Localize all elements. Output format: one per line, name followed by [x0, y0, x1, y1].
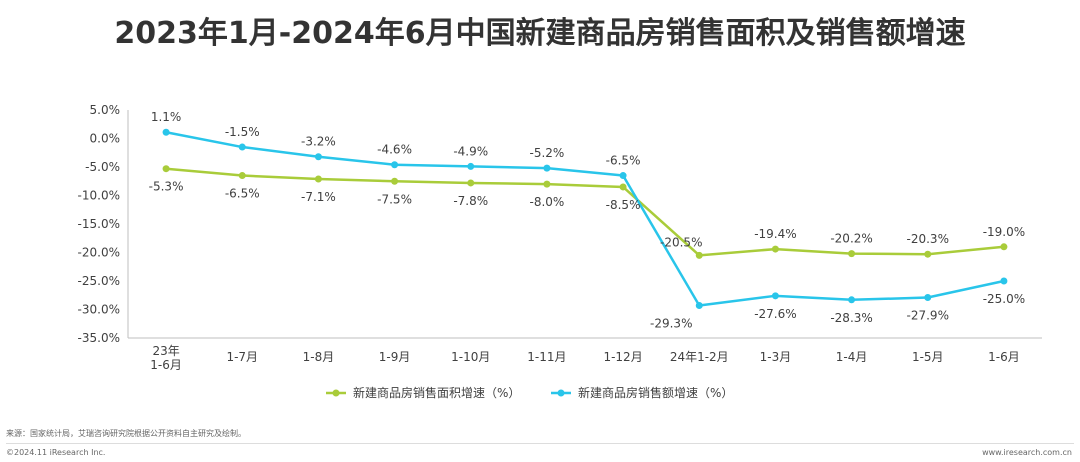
- area-growth-point: [848, 250, 856, 258]
- x-tick-label: 1-4月: [836, 350, 868, 364]
- x-tick-label: 1-8月: [303, 350, 335, 364]
- x-tick-label-line: 1-6月: [150, 358, 182, 372]
- amount-growth-data-label: -5.2%: [530, 146, 565, 160]
- amount-growth-data-label: -28.3%: [830, 311, 872, 325]
- x-tick-label: 1-10月: [451, 350, 490, 364]
- amount-growth-point: [1000, 277, 1008, 285]
- area-growth-point: [543, 180, 551, 188]
- amount-growth-point: [924, 294, 932, 302]
- x-tick-label: 23年 1-6月: [150, 344, 182, 372]
- x-tick-label: 1-5月: [912, 350, 944, 364]
- y-tick-label: -15.0%: [78, 217, 120, 231]
- area-growth-point: [314, 175, 322, 183]
- legend-label: 新建商品房销售额增速（%）: [578, 385, 733, 400]
- area-growth-data-label: -19.4%: [754, 227, 796, 241]
- y-tick-label: -20.0%: [78, 246, 120, 260]
- y-tick-label: -25.0%: [78, 274, 120, 288]
- amount-growth-point: [467, 162, 475, 170]
- x-tick-label: 1-6月: [988, 350, 1020, 364]
- legend-swatch-marker: [332, 389, 340, 397]
- copyright-text: ©2024.11 iResearch Inc.: [6, 448, 106, 457]
- y-tick-label: 0.0%: [90, 132, 121, 146]
- area-growth-data-label: -19.0%: [983, 225, 1025, 239]
- y-tick-label: -10.0%: [78, 189, 120, 203]
- area-growth-point: [695, 251, 703, 259]
- footer-divider: [6, 443, 1074, 444]
- x-tick-label: 1-11月: [527, 350, 566, 364]
- amount-growth-point: [391, 161, 399, 169]
- chart-title: 2023年1月-2024年6月中国新建商品房销售面积及销售额增速: [114, 16, 966, 51]
- x-tick-label: 24年1-2月: [670, 350, 729, 364]
- area-growth-data-label: -5.3%: [149, 180, 184, 194]
- x-tick-label: 1-7月: [226, 350, 258, 364]
- area-growth-point: [1000, 243, 1008, 251]
- legend-swatch-marker: [557, 389, 565, 397]
- source-note: 来源：国家统计局，艾瑞咨询研究院根据公开资料自主研究及绘制。: [6, 429, 246, 438]
- amount-growth-series-line: [165, 131, 1005, 307]
- line-chart: 5.0% 0.0% -5.0% -10.0% -15.0% -20.0% -25.0% -30…: [78, 103, 1042, 400]
- y-tick-label: -5.0%: [85, 160, 120, 174]
- amount-growth-point: [162, 128, 170, 136]
- area-growth-point: [391, 177, 399, 185]
- area-growth-series-line: [165, 167, 1005, 257]
- area-growth-data-label: -7.1%: [301, 190, 336, 204]
- x-tick-label-line: 23年: [152, 344, 179, 358]
- area-growth-data-label: -7.5%: [377, 192, 412, 206]
- legend-label: 新建商品房销售面积增速（%）: [353, 385, 520, 400]
- amount-growth-point: [314, 153, 322, 161]
- amount-growth-point: [695, 302, 703, 310]
- area-growth-data-label: -20.2%: [830, 232, 872, 246]
- area-growth-data-label: -6.5%: [225, 187, 260, 201]
- amount-growth-point: [238, 143, 246, 151]
- amount-growth-data-label: -4.9%: [453, 144, 488, 158]
- amount-growth-data-label: -25.0%: [983, 292, 1025, 306]
- area-growth-data-label: -8.0%: [530, 195, 565, 209]
- area-growth-point: [467, 179, 475, 187]
- area-growth-data-label: -20.3%: [907, 232, 949, 246]
- area-growth-point: [771, 245, 779, 253]
- area-growth-point: [238, 172, 246, 180]
- amount-growth-data-label: -1.5%: [225, 125, 260, 139]
- area-growth-data-label: -8.5%: [606, 198, 641, 212]
- x-tick-label: 1-3月: [760, 350, 792, 364]
- area-growth-point: [162, 165, 170, 173]
- amount-growth-point: [771, 292, 779, 300]
- x-tick-label: 1-12月: [603, 350, 642, 364]
- amount-growth-data-label: -29.3%: [650, 317, 692, 331]
- amount-growth-point: [543, 164, 551, 172]
- amount-growth-point: [619, 172, 627, 180]
- x-tick-label: 1-9月: [379, 350, 411, 364]
- amount-growth-data-label: -27.9%: [907, 309, 949, 323]
- amount-growth-data-label: -3.2%: [301, 135, 336, 149]
- area-growth-point: [924, 250, 932, 258]
- amount-growth-data-label: -4.6%: [377, 143, 412, 157]
- amount-growth-data-label: -27.6%: [754, 307, 796, 321]
- area-growth-point: [619, 183, 627, 191]
- amount-growth-data-label: 1.1%: [151, 110, 182, 124]
- area-growth-data-label: -7.8%: [453, 194, 488, 208]
- amount-growth-data-label: -6.5%: [606, 154, 641, 168]
- amount-growth-point: [848, 296, 856, 304]
- website-text: www.iresearch.com.cn: [982, 448, 1072, 457]
- y-tick-label: 5.0%: [90, 103, 121, 117]
- y-tick-label: -30.0%: [78, 303, 120, 317]
- area-growth-data-label: -20.5%: [660, 235, 702, 249]
- y-tick-label: -35.0%: [78, 331, 120, 345]
